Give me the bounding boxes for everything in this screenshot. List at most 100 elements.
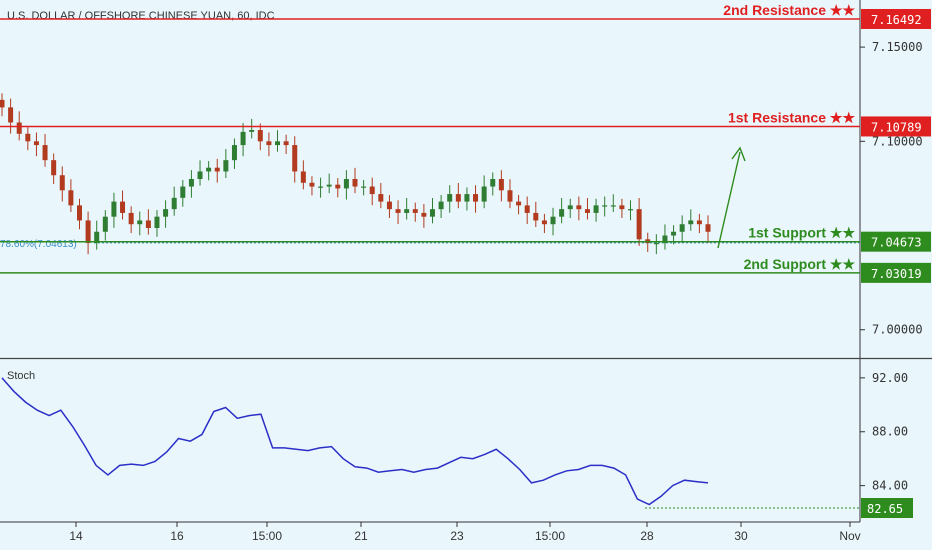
level-value: 7.03019 (871, 267, 922, 281)
stoch-current-badge (861, 498, 913, 518)
candle-body (447, 194, 453, 202)
level-badge (861, 116, 931, 137)
candle-body (386, 201, 392, 210)
candle-body (498, 179, 504, 191)
time-tick-label: 15:00 (535, 529, 565, 543)
projection-arrow-shaft (717, 151, 741, 249)
level-name: 1st Support ★★ (748, 225, 855, 241)
projection-arrow-head (731, 146, 746, 162)
candle-body (628, 209, 634, 211)
candle-body (309, 182, 315, 187)
candle-body (120, 201, 126, 213)
stoch-layer: 82.65 (1, 377, 913, 518)
candle-body (412, 209, 418, 213)
candle-body (111, 201, 117, 217)
level-badge (861, 8, 931, 29)
candle-body (51, 160, 57, 176)
level-badge (861, 231, 931, 252)
candle-body (283, 141, 289, 146)
level-name: 1st Resistance ★★ (728, 109, 855, 125)
candle-body (369, 186, 375, 195)
candle-body (455, 194, 461, 202)
stoch-current-value: 82.65 (867, 502, 903, 516)
stoch-line (1, 377, 709, 506)
time-tick-label: 21 (354, 529, 368, 543)
candles-layer (0, 93, 711, 255)
candle-body (154, 216, 160, 228)
candle-body (249, 130, 255, 132)
candle-body (318, 186, 324, 188)
candle-body (584, 209, 590, 213)
candle-body (533, 212, 539, 221)
candle-body (619, 205, 625, 210)
candle-body (292, 145, 298, 172)
candle-body (16, 122, 22, 134)
level-name: 2nd Support ★★ (744, 256, 856, 272)
stoch-ticks: 92.00 88.00 84.00 (860, 371, 908, 493)
candle-body (481, 186, 487, 202)
candle-body (559, 209, 565, 217)
candle-body (240, 131, 246, 146)
candle-body (602, 205, 608, 207)
price-tick-label: 7.00000 (872, 323, 923, 337)
candle-body (42, 145, 48, 161)
price-tick-label: 7.10000 (872, 134, 923, 148)
candle-body (257, 130, 263, 142)
time-tick-label: 23 (450, 529, 464, 543)
candle-body (8, 107, 14, 123)
stoch-label: Stoch (7, 370, 35, 382)
candle-body (395, 209, 401, 213)
level-name: 2nd Resistance ★★ (723, 2, 855, 18)
candle-body (696, 220, 702, 225)
candle-body (33, 141, 39, 146)
candle-body (404, 209, 410, 213)
candle-body (541, 220, 547, 225)
candle-body (85, 220, 91, 244)
candle-body (610, 205, 616, 207)
candle-body (94, 231, 100, 244)
candle-body (705, 224, 711, 232)
candle-body (326, 184, 332, 187)
time-ticks: 14 16 15:00 21 23 15:00 28 30 Nov (69, 522, 861, 543)
candle-body (223, 160, 229, 172)
time-tick-label: Nov (839, 529, 860, 543)
candle-body (688, 220, 694, 225)
fib-layer: 78.60%(7.04613) (0, 239, 860, 250)
stoch-tick-label: 84.00 (872, 479, 908, 493)
level-badge (861, 262, 931, 283)
chart-title: U.S. DOLLAR / OFFSHORE CHINESE YUAN, 60,… (7, 10, 275, 22)
candle-body (102, 216, 108, 232)
candle-body (352, 179, 358, 187)
candle-body (524, 205, 530, 213)
candle-body (653, 243, 659, 245)
candle-body (361, 186, 367, 188)
level-value: 7.16492 (871, 13, 922, 27)
candle-body (516, 201, 522, 206)
levels-layer: 2nd Resistance ★★ 7.16492 1st Resistance ★… (0, 2, 931, 283)
level-value: 7.10789 (871, 120, 922, 134)
candle-body (68, 190, 74, 206)
projection-arrow (717, 146, 746, 249)
candle-body (473, 194, 479, 202)
candle-body (300, 171, 306, 183)
candle-body (636, 209, 642, 240)
candle-body (25, 133, 31, 142)
stoch-tick-label: 88.00 (872, 425, 908, 439)
time-tick-label: 30 (734, 529, 748, 543)
candle-body (59, 175, 65, 191)
candle-body (231, 145, 237, 161)
candle-body (128, 212, 134, 225)
candle-body (0, 99, 5, 108)
level-value: 7.04673 (871, 236, 922, 250)
candle-body (671, 231, 677, 236)
candle-body (490, 179, 496, 187)
candle-body (464, 194, 470, 202)
candle-body (550, 216, 556, 225)
candle-body (593, 205, 599, 213)
candle-body (171, 197, 177, 210)
candle-body (197, 171, 203, 179)
candle-body (145, 220, 151, 228)
